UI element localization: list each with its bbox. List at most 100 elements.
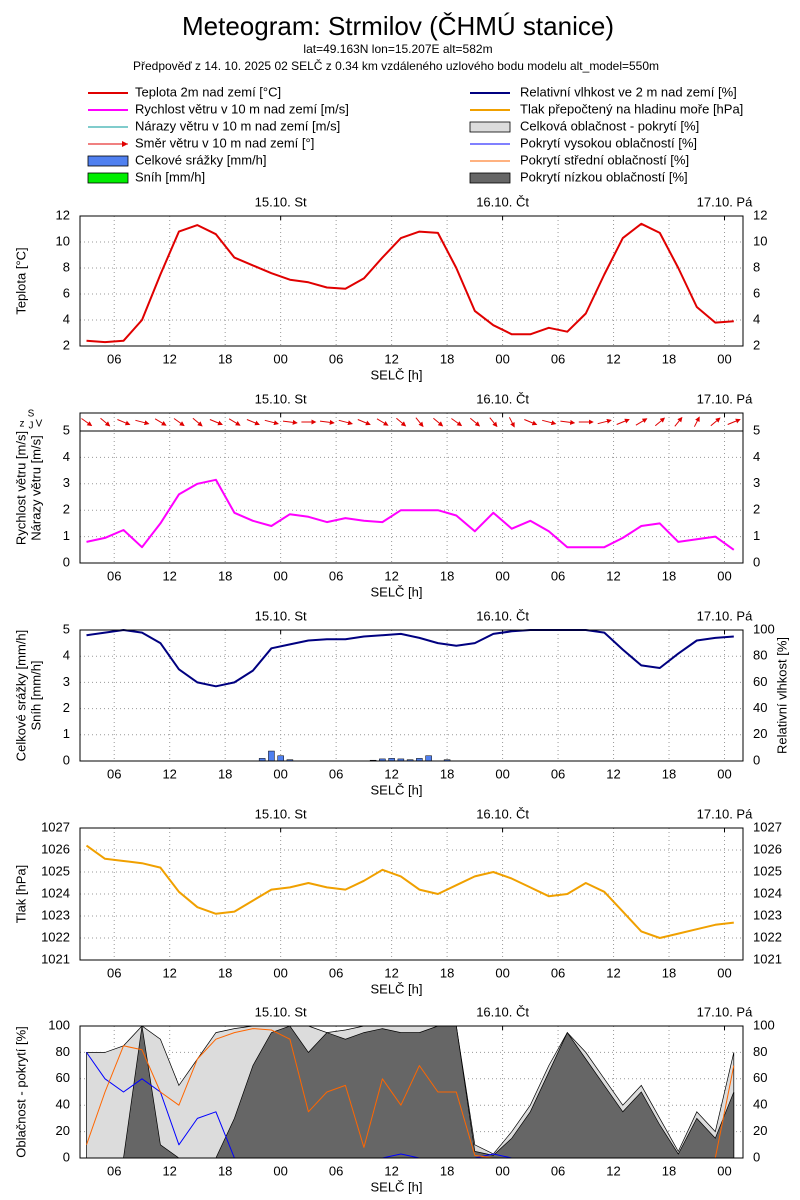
wind-arrow [209,419,223,426]
x-tick-label: 00 [495,351,509,366]
y-tick-label-right: 0 [753,554,760,569]
date-label: 16.10. Čt [476,608,529,623]
x-tick-label: 12 [384,568,398,583]
legend-label: Pokrytí nízkou oblačností [%] [520,169,688,184]
x-tick-label: 18 [440,965,454,980]
legend-box [87,172,129,184]
wind-arrow [228,418,241,426]
date-label: 17.10. Pá [697,608,753,623]
wind-arrow [154,418,167,426]
x-axis-label: SELČ [h] [370,981,422,996]
precip-bar [268,750,275,762]
y-tick-label-right: 1027 [753,819,782,834]
legend-label: Pokrytí střední oblačností [%] [520,152,689,167]
y-tick-label-right: 1 [753,528,760,543]
x-tick-label: 06 [107,965,121,980]
x-tick-label: 12 [384,1163,398,1178]
wind-arrow [357,419,371,426]
plot-frame [79,412,744,564]
x-tick-label: 00 [495,965,509,980]
compass-label: z [20,419,25,430]
x-tick-label: 06 [329,568,343,583]
y-tick-label-right: 1024 [753,885,782,900]
x-tick-label: 06 [107,766,121,781]
x-tick-label: 18 [440,766,454,781]
x-tick-label: 06 [551,1163,565,1178]
y-tick-label: 1026 [41,841,70,856]
x-tick-label: 12 [606,568,620,583]
y-tick-label: 0 [63,1149,70,1164]
y-tick-label-right: 100 [753,1017,775,1032]
y-tick-label: 0 [63,554,70,569]
x-tick-label: 12 [162,766,176,781]
wind-arrow [415,417,424,428]
plot-frame [79,215,744,347]
x-tick-label: 00 [495,1163,509,1178]
y-tick-label-right: 1022 [753,929,782,944]
y-tick-label: 4 [63,648,70,663]
x-tick-label: 12 [606,1163,620,1178]
date-label: 15.10. St [255,608,307,623]
y-tick-label-right: 0 [753,1149,760,1164]
y-tick-label: 1025 [41,863,70,878]
series-line [85,844,734,939]
y-tick-label: 6 [63,285,70,300]
y-tick-label-right: 1025 [753,863,782,878]
x-tick-label: 18 [662,965,676,980]
plot-frame [79,629,744,762]
wind-arrow [338,419,353,426]
date-label: 17.10. Pá [697,194,753,209]
x-tick-label: 12 [384,766,398,781]
x-tick-label: 18 [440,351,454,366]
y-tick-label: 100 [48,1017,70,1032]
wind-arrow [508,417,515,428]
wind-arrow [469,417,481,427]
wind-arrow [264,419,279,426]
y-tick-label: 60 [56,1070,70,1085]
y-tick-label: 3 [63,674,70,689]
date-label: 16.10. Čt [476,391,529,406]
y-tick-label-right: 1021 [753,951,782,966]
y-tick-label-right: 4 [753,449,760,464]
wind-arrow [542,419,557,426]
y-tick-label: 2 [63,700,70,715]
y-tick-label: 1 [63,528,70,543]
x-tick-label: 00 [273,351,287,366]
wind-arrow [710,417,721,427]
y-tick-label: 12 [56,207,70,222]
date-label: 16.10. Čt [476,1004,529,1019]
x-tick-label: 00 [717,965,731,980]
x-tick-label: 18 [218,965,232,980]
y-tick-label-right: 3 [753,475,760,490]
y-tick-label: 5 [63,621,70,636]
y-tick-label-right: 1023 [753,907,782,922]
y-tick-label: 20 [56,1123,70,1138]
x-tick-label: 12 [162,351,176,366]
x-tick-label: 06 [551,965,565,980]
x-tick-label: 18 [218,568,232,583]
compass-label: V [36,419,43,430]
y2-axis-label: Relativní vlhkost [%] [774,637,789,754]
precip-bar [277,755,284,762]
x-tick-label: 00 [495,766,509,781]
x-tick-label: 18 [440,568,454,583]
legend-box [469,121,511,133]
x-tick-label: 12 [384,965,398,980]
x-tick-label: 06 [329,766,343,781]
y-tick-label-right: 8 [753,259,760,274]
x-axis-label: SELČ [h] [370,367,422,382]
y-tick-label: 0 [63,752,70,767]
x-tick-label: 00 [717,1163,731,1178]
y-tick-label: 4 [63,449,70,464]
x-tick-label: 18 [218,351,232,366]
date-label: 17.10. Pá [697,806,753,821]
legend-label: Celková oblačnost - pokrytí [%] [520,118,699,133]
y-tick-label-right: 6 [753,285,760,300]
y-tick-label: 1023 [41,907,70,922]
legend-box [87,155,129,167]
y-axis-label: Sníh [mm/h] [28,660,43,730]
y2-tick-label: 20 [753,726,767,741]
y-tick-label: 1022 [41,929,70,944]
wind-arrow [489,417,498,428]
